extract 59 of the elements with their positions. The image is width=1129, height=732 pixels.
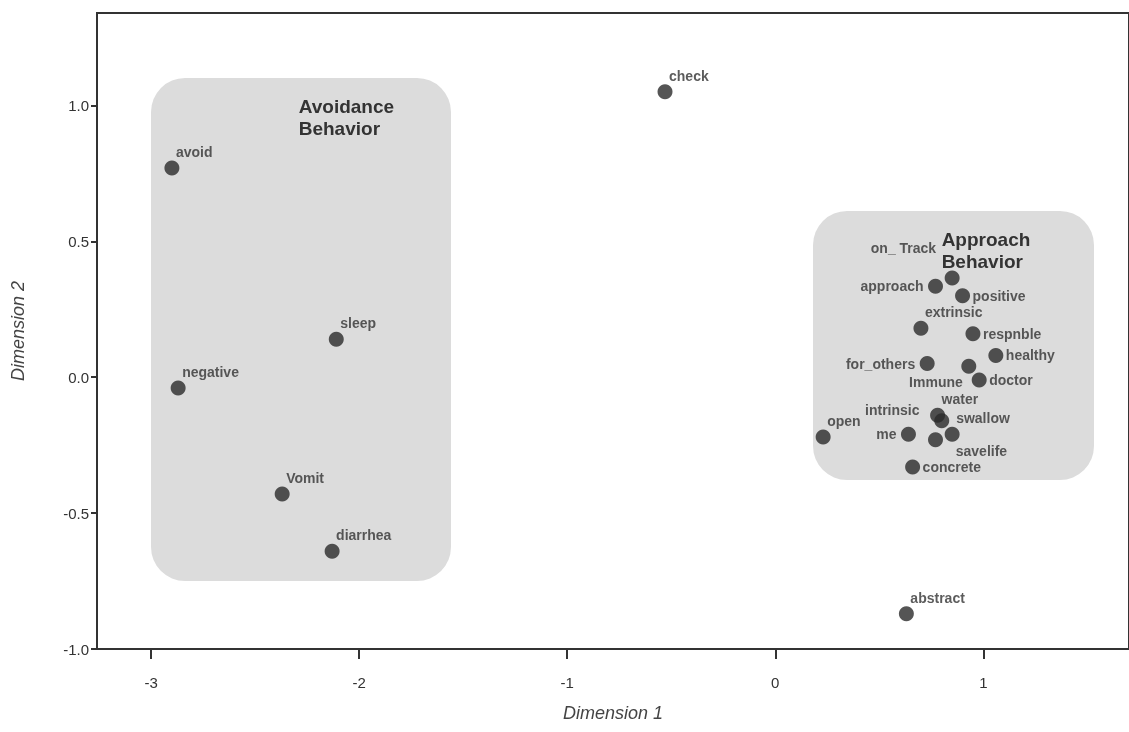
point	[965, 326, 981, 342]
point	[944, 270, 960, 286]
annotation: Immune	[909, 374, 963, 391]
annotation: Avoidance Behavior	[298, 96, 396, 141]
annotation: extrinsic	[924, 304, 983, 321]
annotation: water	[940, 391, 979, 408]
point	[170, 380, 186, 396]
annotation: swallow	[956, 410, 1010, 427]
point	[919, 356, 935, 372]
y-tick-label: -0.5	[63, 504, 89, 522]
point	[944, 426, 960, 442]
point	[657, 84, 673, 100]
point	[988, 347, 1004, 363]
y-tick-label: -1.0	[63, 640, 89, 658]
y-axis-title: Dimension 2	[8, 280, 28, 382]
y-tick-label: 0.5	[68, 232, 89, 250]
annotation: savelife	[955, 442, 1008, 459]
point	[961, 358, 977, 374]
x-tick-label: 1	[979, 674, 988, 691]
point	[928, 278, 943, 294]
x-tick-label: 0	[771, 674, 780, 691]
annotation: for_others	[845, 355, 916, 372]
point	[328, 331, 344, 347]
annotation: avoid	[175, 143, 213, 160]
annotation: respnble	[982, 325, 1042, 342]
annotation: diarrhea	[336, 527, 392, 544]
point	[934, 413, 950, 429]
annotation: healthy	[1005, 347, 1056, 364]
point	[164, 160, 180, 176]
point	[898, 606, 914, 622]
annotation: sleep	[340, 315, 377, 332]
x-tick-label: -1	[560, 674, 574, 691]
point	[900, 426, 916, 442]
annotation: Approach Behavior	[941, 229, 1032, 274]
annotation: doctor	[989, 371, 1034, 388]
point	[971, 372, 987, 388]
annotation: on_ Track	[870, 240, 937, 256]
point	[913, 320, 929, 336]
point	[274, 486, 290, 502]
point	[815, 429, 831, 445]
annotation: approach	[860, 278, 924, 295]
x-tick-label: -3	[144, 674, 158, 691]
point	[928, 432, 943, 448]
annotation: check	[669, 67, 709, 84]
annotation: Vomit	[286, 470, 325, 487]
point	[324, 543, 340, 559]
point	[905, 459, 921, 475]
x-axis-title: Dimension 1	[562, 703, 664, 723]
annotation: me	[876, 426, 897, 443]
point	[955, 288, 971, 304]
x-tick-label: -2	[352, 674, 366, 691]
y-tick-label: 1.0	[68, 96, 89, 114]
annotation: intrinsic	[865, 401, 920, 418]
y-tick-label: 0.0	[68, 368, 89, 386]
annotation: abstract	[910, 589, 966, 606]
annotation: concrete	[922, 458, 982, 475]
annotation: positive	[972, 287, 1026, 304]
annotation: open	[827, 413, 861, 429]
annotation: negative	[182, 364, 240, 381]
